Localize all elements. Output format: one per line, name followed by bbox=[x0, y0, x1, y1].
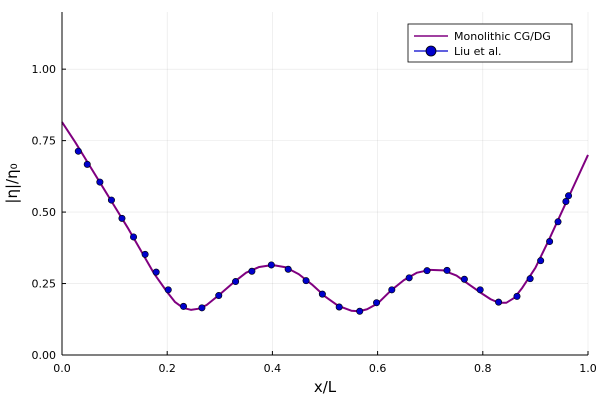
data-point bbox=[267, 261, 275, 269]
x-tick-label: 0.4 bbox=[264, 362, 282, 375]
legend-box bbox=[407, 23, 573, 63]
data-point bbox=[356, 307, 364, 315]
x-tick-label: 1.0 bbox=[579, 362, 597, 375]
data-point bbox=[335, 303, 343, 311]
series-lines bbox=[61, 121, 589, 313]
data-point bbox=[130, 233, 138, 241]
data-point bbox=[423, 267, 431, 275]
data-point bbox=[74, 147, 82, 155]
legend-label-monolithic: Monolithic CG/DG bbox=[454, 30, 551, 43]
data-point bbox=[318, 290, 326, 298]
data-point bbox=[107, 196, 115, 204]
legend-label-liu: Liu et al. bbox=[454, 45, 502, 58]
data-point bbox=[388, 286, 396, 294]
data-point bbox=[152, 268, 160, 276]
data-point bbox=[443, 266, 451, 274]
y-tick-label: 0.00 bbox=[32, 349, 57, 362]
data-point bbox=[198, 304, 206, 312]
data-point bbox=[460, 275, 468, 283]
data-point bbox=[302, 277, 310, 285]
x-tick-label: 0.2 bbox=[158, 362, 176, 375]
y-tick-label: 0.25 bbox=[32, 278, 57, 291]
data-point bbox=[141, 250, 149, 258]
legend-marker-swatch bbox=[425, 45, 437, 57]
data-point bbox=[476, 286, 484, 294]
data-point bbox=[405, 274, 413, 282]
data-point bbox=[546, 238, 554, 246]
x-axis-title: x/L bbox=[314, 378, 337, 396]
data-point bbox=[526, 275, 534, 283]
y-axis-title: |η|/η₀ bbox=[3, 163, 21, 203]
data-point bbox=[565, 192, 573, 200]
data-point bbox=[83, 160, 91, 168]
series-markers bbox=[74, 147, 573, 315]
data-point bbox=[284, 265, 292, 273]
data-point bbox=[96, 178, 104, 186]
data-point bbox=[248, 267, 256, 275]
data-point bbox=[118, 214, 126, 222]
axes bbox=[61, 12, 588, 356]
series-line-monolithic bbox=[61, 121, 589, 313]
data-point bbox=[513, 292, 521, 300]
data-point bbox=[180, 302, 188, 310]
data-point bbox=[215, 292, 223, 300]
tick-labels: 0.0 0.2 0.4 0.6 0.8 1.0 0.00 0.25 0.50 0.75 1.00 bbox=[32, 63, 597, 375]
y-tick-label: 0.75 bbox=[32, 135, 57, 148]
data-point bbox=[164, 286, 172, 294]
data-point bbox=[495, 298, 503, 306]
data-point bbox=[554, 218, 562, 226]
data-point bbox=[562, 198, 570, 206]
grid bbox=[61, 12, 589, 356]
data-point bbox=[373, 299, 381, 307]
x-tick-label: 0.0 bbox=[53, 362, 71, 375]
y-tick-label: 0.50 bbox=[32, 206, 57, 219]
data-point bbox=[232, 278, 240, 286]
data-point bbox=[537, 257, 545, 265]
x-tick-label: 0.6 bbox=[369, 362, 387, 375]
legend: Monolithic CG/DG Liu et al. bbox=[407, 23, 573, 63]
x-tick-label: 0.8 bbox=[474, 362, 492, 375]
y-tick-label: 1.00 bbox=[32, 63, 57, 76]
